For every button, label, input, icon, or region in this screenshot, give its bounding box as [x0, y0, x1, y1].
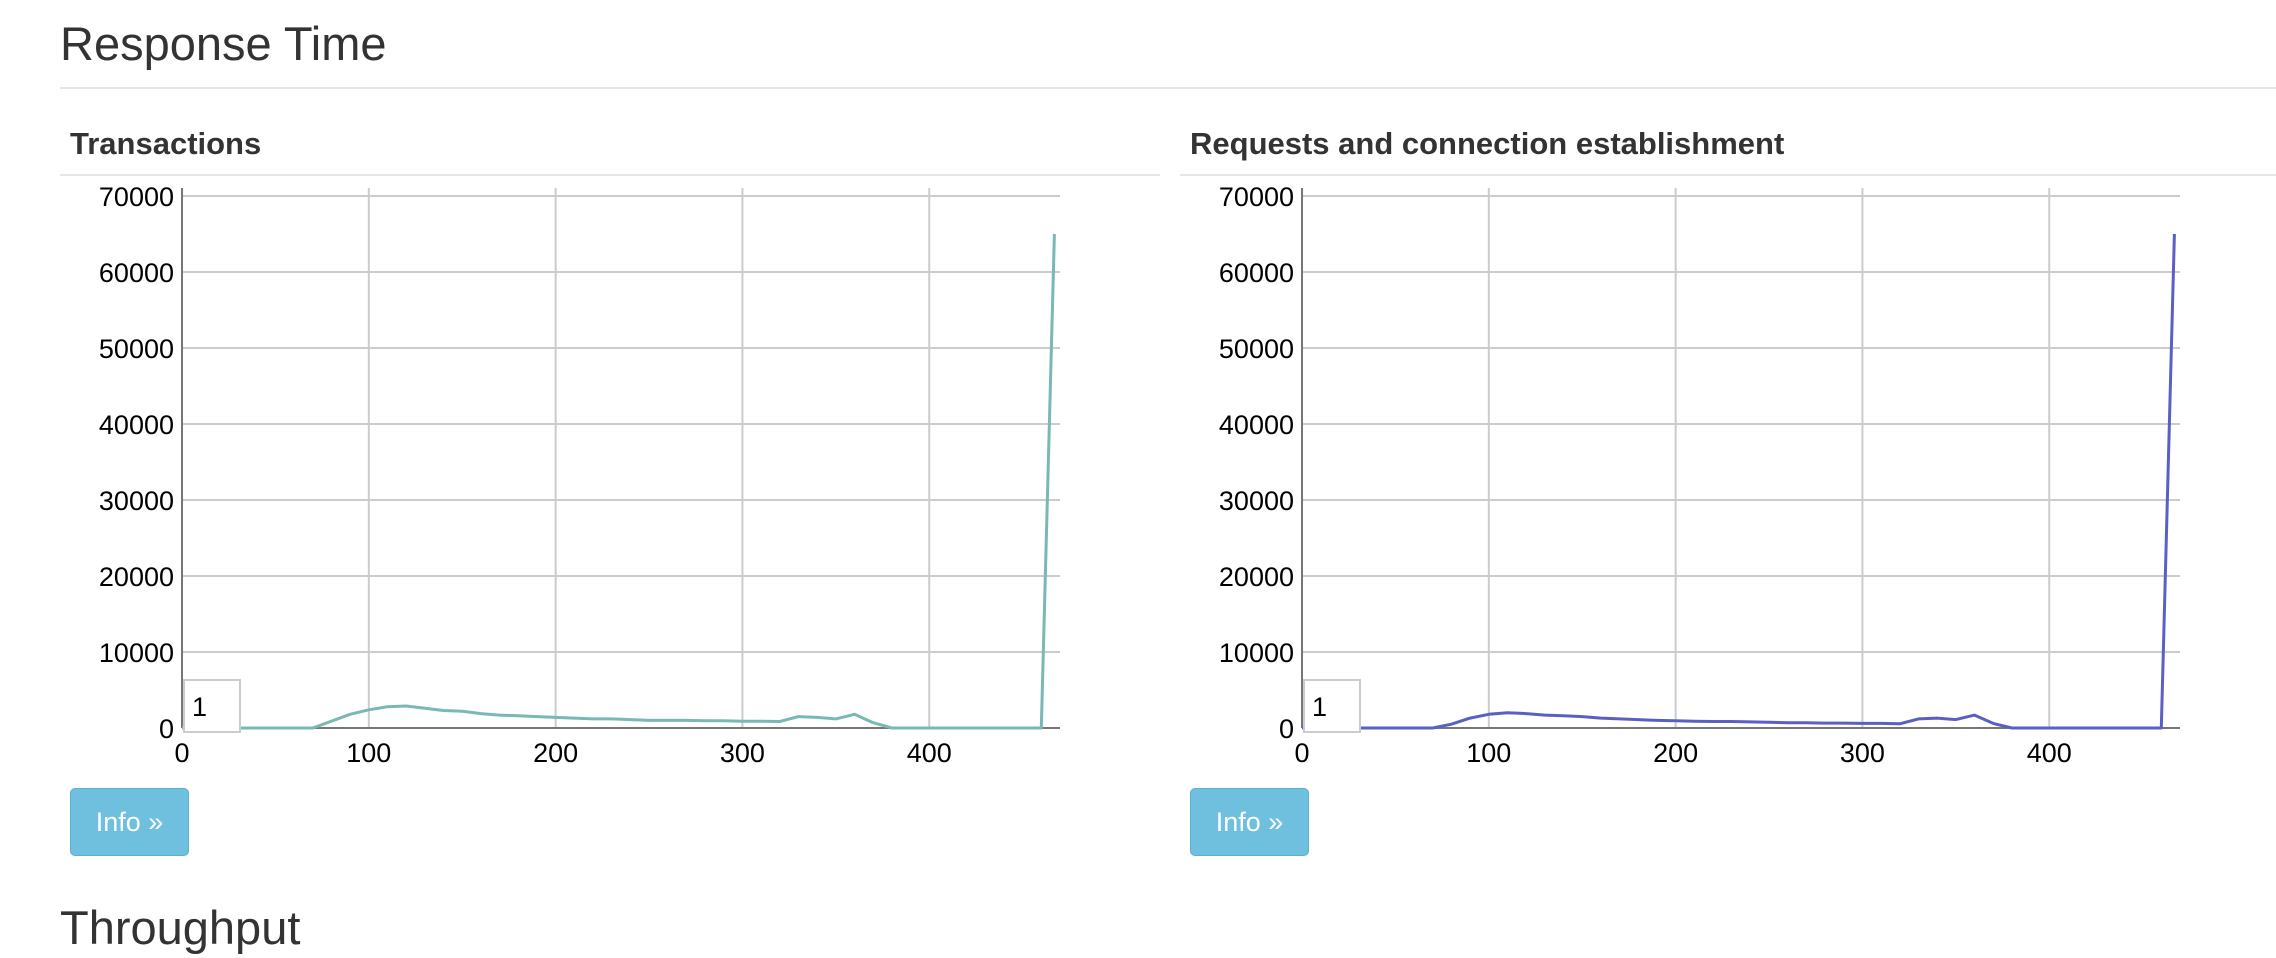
- y-tick-label: 40000: [99, 410, 174, 440]
- y-tick-label: 70000: [99, 182, 174, 212]
- x-tick-label: 300: [1840, 738, 1885, 768]
- panel-title: Requests and connection establishment: [1190, 126, 1785, 161]
- transactions-panel: Transactions 0 10000 20000 30000 40000 50000 6…: [60, 110, 1160, 870]
- x-tick-label: 100: [346, 738, 391, 768]
- page-title: Response Time: [60, 17, 387, 70]
- requests-line-chart: 0 10000 20000 30000 40000 50000 60000 70000 0 100…: [1219, 182, 2180, 768]
- info-button[interactable]: Info »: [1190, 788, 1309, 856]
- panel-header: Requests and connection establishment: [1180, 110, 2276, 176]
- y-tick-label: 60000: [99, 258, 174, 288]
- panel-title: Transactions: [70, 126, 262, 161]
- y-tick-label: 50000: [99, 334, 174, 364]
- y-tick-label: 10000: [1219, 638, 1294, 668]
- y-tick-label: 30000: [99, 486, 174, 516]
- y-tick-label: 70000: [1219, 182, 1294, 212]
- x-tick-label: 0: [1294, 738, 1309, 768]
- x-tick-label: 300: [720, 738, 765, 768]
- throughput-section-title: Throughput: [60, 901, 301, 954]
- series-line: [182, 233, 1056, 730]
- range-input-box[interactable]: [183, 679, 241, 733]
- info-button[interactable]: Info »: [70, 788, 189, 856]
- range-input-value: 1: [1312, 692, 1327, 722]
- x-tick-label: 0: [174, 738, 189, 768]
- y-tick-label: 50000: [1219, 334, 1294, 364]
- y-tick-label: 20000: [99, 562, 174, 592]
- x-tick-label: 200: [533, 738, 578, 768]
- x-tick-label: 400: [907, 738, 952, 768]
- panel-header: Transactions: [60, 110, 1160, 176]
- transactions-line-chart: 0 10000 20000 30000 40000 50000 60000 70000 0 100…: [99, 182, 1060, 768]
- y-tick-label: 0: [159, 714, 174, 744]
- x-tick-label: 200: [1653, 738, 1698, 768]
- y-tick-label: 10000: [99, 638, 174, 668]
- x-tick-label: 100: [1466, 738, 1511, 768]
- range-input-value: 1: [192, 692, 207, 722]
- y-tick-label: 20000: [1219, 562, 1294, 592]
- y-tick-label: 40000: [1219, 410, 1294, 440]
- y-tick-label: 30000: [1219, 486, 1294, 516]
- y-tick-label: 60000: [1219, 258, 1294, 288]
- series-line: [1302, 233, 2176, 730]
- y-tick-label: 0: [1279, 714, 1294, 744]
- x-tick-label: 400: [2027, 738, 2072, 768]
- range-input-box[interactable]: [1303, 679, 1361, 733]
- title-divider: [60, 87, 2276, 89]
